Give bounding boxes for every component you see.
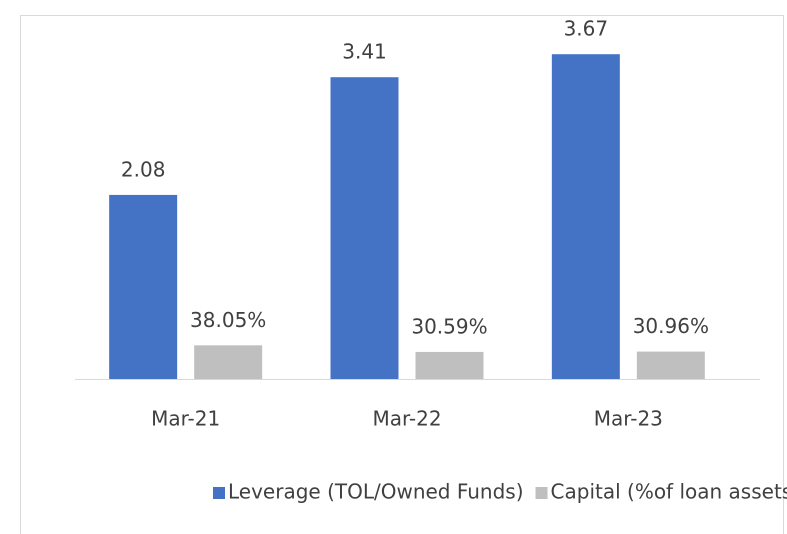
legend-swatch [535, 487, 548, 499]
legend-label: Leverage (TOL/Owned Funds) [228, 480, 524, 504]
x-tick-label: Mar-22 [372, 407, 441, 431]
bar [109, 194, 178, 379]
data-label: 30.96% [633, 314, 709, 338]
bar [330, 77, 399, 379]
data-label: 38.05% [190, 308, 266, 332]
bar [636, 351, 705, 379]
x-tick-label: Mar-23 [594, 407, 663, 431]
legend-swatch [213, 487, 225, 499]
bar [551, 54, 620, 380]
chart-frame [20, 15, 784, 534]
data-label: 3.67 [564, 17, 609, 41]
bar [415, 351, 484, 379]
data-label: 3.41 [342, 40, 387, 64]
data-label: 30.59% [411, 314, 487, 338]
x-tick-label: Mar-21 [151, 407, 220, 431]
data-label: 2.08 [121, 157, 166, 181]
bar [194, 345, 263, 379]
legend-label: Capital (%of loan assets) [551, 480, 787, 504]
